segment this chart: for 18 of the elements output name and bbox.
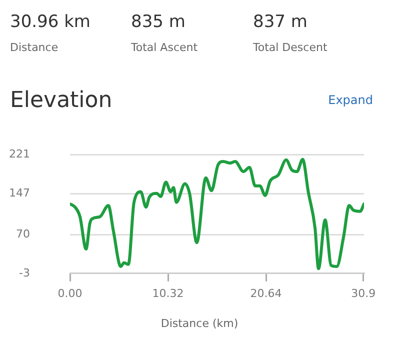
- line-series: [70, 158, 364, 270]
- y-tick-label: 221: [9, 147, 30, 160]
- text: 30.96 km: [10, 12, 90, 32]
- x-tick-label: 10.32: [152, 286, 184, 300]
- y-tick-label: -3: [19, 266, 30, 280]
- text: Total Descent: [253, 41, 328, 54]
- x-tick-label: 20.64: [250, 286, 282, 300]
- x-tick-label: 0.00: [58, 286, 82, 300]
- x-axis-title: Distance (km): [160, 317, 240, 330]
- x-tick-label: 30.9: [351, 286, 376, 300]
- chart-title: Elevation: [10, 88, 112, 113]
- y-tick-label: 147: [9, 186, 30, 200]
- y-tick-label: 70: [16, 228, 30, 241]
- text: Total Ascent: [131, 41, 198, 54]
- text: 837 m: [253, 12, 308, 32]
- text: 835 m: [131, 12, 186, 32]
- text: Distance: [10, 41, 58, 54]
- text: Expand: [328, 93, 373, 107]
